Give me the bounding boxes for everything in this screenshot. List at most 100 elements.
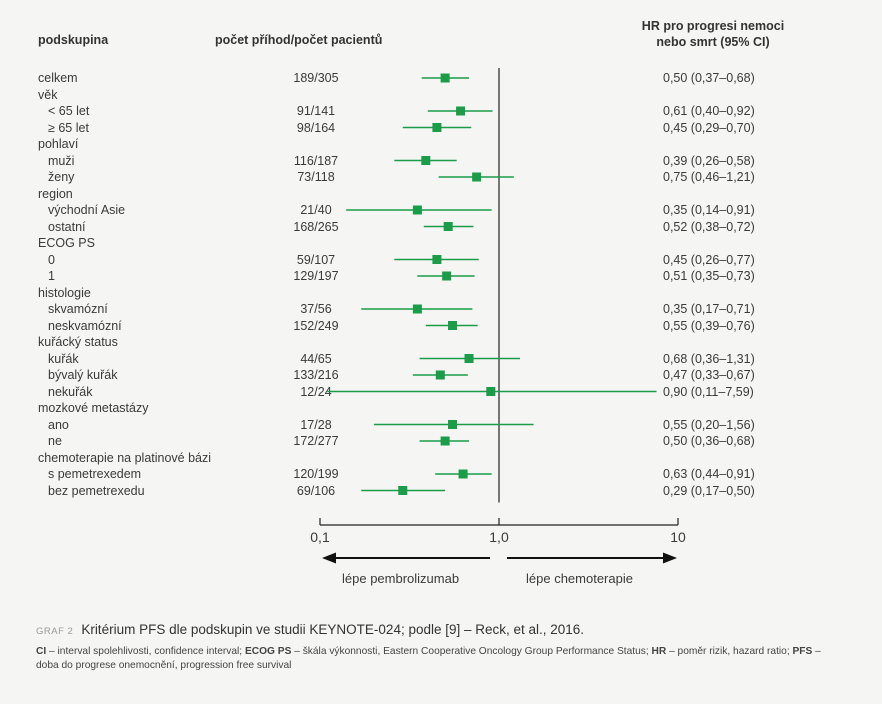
- hr-marker: [458, 469, 468, 479]
- row-count: 129/197: [293, 269, 339, 283]
- note-ecog-abbr: ECOG PS: [244, 646, 292, 657]
- note-ci-text: – interval spolehlivosti, confidence int…: [46, 646, 245, 657]
- row-hr-value: 0,55 (0,39–0,76): [663, 318, 755, 333]
- row-count: 116/187: [293, 153, 339, 168]
- row-label: kuřák: [48, 351, 79, 366]
- row-label: ECOG PS: [38, 236, 95, 250]
- arrow-left-head: [322, 552, 336, 564]
- x-tick-label: 1,0: [489, 529, 509, 545]
- row-hr-value: 0,51 (0,35–0,73): [663, 269, 755, 283]
- row-label: < 65 let: [48, 104, 90, 118]
- hr-marker: [456, 106, 466, 116]
- hr-marker: [435, 370, 445, 380]
- row-label: histologie: [38, 285, 91, 300]
- note-pfs-text: – doba do progrese onemocnění, progressi…: [36, 646, 821, 671]
- row-count: 73/118: [297, 170, 335, 184]
- row-label: mozkové metastázy: [38, 401, 149, 415]
- header-subgroup: podskupina: [38, 33, 109, 47]
- row-hr-value: 0,47 (0,33–0,67): [663, 368, 755, 382]
- header-hr-line2: nebo smrt (95% CI): [656, 35, 770, 49]
- hr-marker: [398, 486, 408, 495]
- note-ecog-text: – škála výkonnosti, Eastern Cooperative …: [291, 646, 652, 657]
- row-hr-value: 0,45 (0,29–0,70): [663, 120, 755, 135]
- x-tick-label: 0,1: [310, 529, 330, 545]
- hr-marker: [472, 172, 482, 182]
- row-label: bývalý kuřák: [48, 368, 118, 382]
- row-count: 12/24: [300, 384, 332, 399]
- row-hr-value: 0,61 (0,40–0,92): [663, 104, 755, 118]
- note-hr-abbr: HR: [651, 646, 667, 657]
- row-hr-value: 0,35 (0,17–0,71): [663, 302, 755, 316]
- hr-marker: [448, 321, 458, 330]
- row-count: 98/164: [296, 120, 336, 135]
- row-label: celkem: [38, 71, 78, 85]
- row-label: muži: [48, 153, 75, 168]
- row-label: 1: [48, 269, 55, 283]
- hr-marker: [443, 222, 453, 231]
- hr-marker: [442, 271, 452, 281]
- hr-marker: [432, 255, 442, 264]
- figure-caption: GRAF 2 Kritérium PFS dle podskupin ve stu…: [36, 622, 584, 637]
- row-hr-value: 0,45 (0,26–0,77): [663, 252, 755, 267]
- row-label: s pemetrexedem: [48, 467, 142, 481]
- row-label: pohlaví: [38, 137, 79, 151]
- row-hr-value: 0,68 (0,36–1,31): [663, 351, 755, 366]
- arrow-right-head: [663, 552, 677, 564]
- row-hr-value: 0,55 (0,20–1,56): [663, 417, 755, 432]
- note-pfs-abbr: PFS: [792, 646, 813, 657]
- row-hr-value: 0,63 (0,44–0,91): [663, 467, 755, 481]
- row-hr-value: 0,90 (0,11–7,59): [663, 384, 754, 399]
- row-hr-value: 0,39 (0,26–0,58): [663, 153, 755, 168]
- row-count: 44/65: [300, 351, 332, 366]
- row-label: ano: [48, 417, 69, 432]
- header-hr-line1: HR pro progresi nemoci: [641, 19, 785, 33]
- row-label: skvamózní: [48, 302, 108, 316]
- row-count: 172/277: [293, 434, 339, 448]
- hr-marker: [448, 420, 458, 429]
- row-count: 91/141: [296, 104, 336, 118]
- row-hr-value: 0,52 (0,38–0,72): [663, 219, 755, 234]
- row-label: věk: [38, 87, 58, 102]
- row-label: nekuřák: [48, 384, 93, 399]
- row-count: 69/106: [296, 483, 336, 498]
- row-hr-value: 0,75 (0,46–1,21): [663, 170, 755, 184]
- row-label: chemoterapie na platinové bázi: [38, 450, 212, 465]
- row-label: bez pemetrexedu: [48, 483, 145, 498]
- figure-tag: GRAF 2: [36, 626, 74, 637]
- row-label: neskvamózní: [48, 318, 122, 333]
- row-count: 133/216: [293, 368, 339, 382]
- hr-marker: [440, 73, 450, 83]
- row-label: ženy: [48, 170, 75, 184]
- row-label: ≥ 65 let: [48, 120, 89, 135]
- header-counts: počet příhod/počet pacientů: [215, 33, 383, 47]
- row-hr-value: 0,29 (0,17–0,50): [663, 483, 755, 498]
- hr-marker: [464, 354, 474, 363]
- header-hr: HR pro progresi nemoci nebo smrt (95% CI…: [640, 18, 786, 50]
- row-count: 17/28: [300, 417, 332, 432]
- row-count: 21/40: [300, 203, 332, 217]
- row-hr-value: 0,50 (0,36–0,68): [663, 434, 755, 448]
- row-count: 189/305: [293, 71, 339, 85]
- row-count: 37/56: [300, 302, 332, 316]
- row-label: ostatní: [48, 219, 86, 234]
- arrow-right-label: lépe chemoterapie: [526, 571, 633, 586]
- row-label: východní Asie: [48, 203, 126, 217]
- row-label: ne: [48, 434, 62, 448]
- row-label: region: [38, 186, 73, 201]
- arrow-left-label: lépe pembrolizumab: [342, 571, 460, 586]
- row-count: 168/265: [293, 219, 339, 234]
- hr-marker: [440, 436, 450, 446]
- row-count: 152/249: [293, 318, 339, 333]
- row-label: kuřácký status: [38, 335, 118, 349]
- row-label: 0: [48, 252, 55, 267]
- hr-marker: [486, 387, 496, 396]
- hr-marker: [412, 304, 422, 314]
- row-count: 120/199: [293, 467, 339, 481]
- hr-marker: [412, 205, 422, 215]
- hr-marker: [432, 123, 442, 132]
- note-hr-text: – poměr rizik, hazard ratio;: [666, 646, 793, 657]
- row-hr-value: 0,35 (0,14–0,91): [663, 203, 755, 217]
- figure-caption-text: Kritérium PFS dle podskupin ve studii KE…: [81, 622, 585, 637]
- figure-notes: CI – interval spolehlivosti, confidence …: [36, 645, 846, 673]
